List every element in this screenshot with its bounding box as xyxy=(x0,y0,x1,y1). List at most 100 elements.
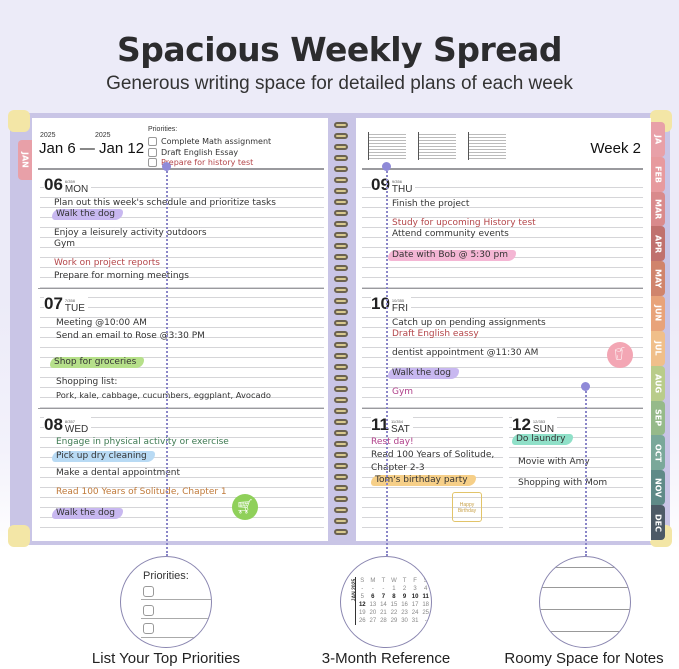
entry[interactable]: Draft English eassy xyxy=(392,329,479,339)
checkbox[interactable] xyxy=(148,148,157,157)
month-tab-mar[interactable]: MAR xyxy=(651,191,665,227)
weekday-label: M xyxy=(370,578,376,584)
mini-calendar-current xyxy=(418,132,456,160)
calendar-day: 4 xyxy=(424,586,428,592)
spiral-ring xyxy=(334,397,348,403)
calendar-day: 26 xyxy=(358,618,366,624)
entry[interactable]: Gym xyxy=(54,239,76,249)
entry[interactable]: Finish the project xyxy=(392,199,470,209)
calendar-day: - xyxy=(424,618,427,624)
spiral-ring xyxy=(334,133,348,139)
spiral-ring xyxy=(334,441,348,447)
month-tab-may[interactable]: MAY xyxy=(651,261,665,297)
month-tab-apr[interactable]: APR xyxy=(651,226,665,262)
connector-line xyxy=(386,168,388,556)
day-header-tue: 07 7/358 TUE xyxy=(44,294,88,314)
divider xyxy=(362,408,643,409)
priority-item[interactable]: Prepare for history test xyxy=(148,157,253,168)
entry-highlighted[interactable]: Date with Bob @ 5:30 pm xyxy=(388,250,516,261)
day-header-fri: 10 10/355 FRI xyxy=(371,294,412,314)
entry[interactable]: Read 100 Years of Solitude, xyxy=(371,450,495,460)
weekday-label: F xyxy=(413,578,417,584)
entry[interactable]: Engage in physical activity or exercise xyxy=(56,437,229,447)
priority-item[interactable]: Complete Math assignment xyxy=(148,136,271,147)
entry-highlighted[interactable]: Do laundry xyxy=(512,434,574,445)
checkbox[interactable] xyxy=(148,137,157,146)
month-tab-jan-left[interactable]: JAN xyxy=(18,140,32,180)
entry-highlighted[interactable]: Walk the dog xyxy=(52,508,123,519)
month-tab-ja[interactable]: JA xyxy=(651,122,665,157)
entry[interactable]: Make a dental appointment xyxy=(56,468,181,478)
month-tab-nov[interactable]: NOV xyxy=(651,470,665,506)
entry[interactable]: Pork, kale, cabbage, cucumbers, eggplant… xyxy=(56,390,271,400)
corner-protector xyxy=(8,110,30,132)
entry[interactable]: Rest day! xyxy=(371,437,414,447)
mini-calendar-prev xyxy=(368,132,406,160)
entry[interactable]: Attend community events xyxy=(392,229,509,239)
entry[interactable]: Send an email to Rose @3:30 PM xyxy=(56,331,205,341)
entry[interactable]: Study for upcoming History test xyxy=(392,218,536,228)
priority-item[interactable]: Draft English Essay xyxy=(148,147,238,158)
month-tab-feb[interactable]: FEB xyxy=(651,156,665,192)
entry[interactable]: Meeting @10:00 AM xyxy=(56,318,147,328)
spiral-ring xyxy=(334,210,348,216)
entry[interactable]: Read 100 Years of Solitude, Chapter 1 xyxy=(56,487,227,497)
rule xyxy=(540,631,630,632)
day-name: MON xyxy=(64,184,89,195)
subheadline: Generous writing space for detailed plan… xyxy=(106,73,573,94)
entry-highlighted[interactable]: Shop for groceries xyxy=(50,357,145,368)
spiral-ring xyxy=(334,265,348,271)
month-tab-sep[interactable]: SEP xyxy=(651,400,665,436)
day-header-mon: 06 6/359 MON xyxy=(44,175,92,195)
calendar-day: 18 xyxy=(422,602,430,608)
day-header-wed: 08 8/357 WED xyxy=(44,415,92,435)
calendar-day: 9 xyxy=(402,594,407,600)
entry-highlighted[interactable]: Walk the dog xyxy=(52,209,123,220)
month-tab-jul[interactable]: JUL xyxy=(651,330,665,366)
priority-text: Complete Math assignment xyxy=(161,137,272,146)
connector-line xyxy=(166,168,168,556)
entry[interactable]: Plan out this week's schedule and priori… xyxy=(54,198,276,208)
day-number: 08 xyxy=(44,415,63,434)
spiral-ring xyxy=(334,386,348,392)
entry[interactable]: Movie with Amy xyxy=(518,457,590,467)
entry[interactable]: Gym xyxy=(392,387,414,397)
entry-highlighted[interactable]: Walk the dog xyxy=(388,368,459,379)
inset-priorities-label: Priorities: xyxy=(143,570,189,582)
entry[interactable]: Enjoy a leisurely activity outdoors xyxy=(54,228,207,238)
calendar-day: 30 xyxy=(401,618,408,624)
rule xyxy=(540,609,630,610)
month-tab-oct[interactable]: OCT xyxy=(651,435,665,471)
day-number: 11 xyxy=(371,415,389,434)
priorities-label: Priorities: xyxy=(148,126,178,133)
spiral-ring xyxy=(334,166,348,172)
date-range: Jan 6 — Jan 12 xyxy=(39,140,145,157)
entry[interactable]: Catch up on pending assignments xyxy=(392,318,546,328)
weekday-label: T xyxy=(402,578,407,584)
day-header-sun: 12 12/353 SUN xyxy=(512,415,558,435)
spiral-ring xyxy=(334,353,348,359)
connector-dot xyxy=(581,382,590,391)
calendar-day: 2 xyxy=(402,586,407,592)
month-tab-aug[interactable]: AUG xyxy=(651,365,665,401)
spiral-ring xyxy=(334,364,348,370)
week-label: Week 2 xyxy=(590,140,641,157)
spiral-ring xyxy=(334,144,348,150)
entry[interactable]: Shopping with Mom xyxy=(518,478,608,488)
entry[interactable]: Work on project reports xyxy=(54,258,160,268)
corner-protector xyxy=(8,525,30,547)
spiral-ring xyxy=(334,232,348,238)
entry[interactable]: Prepare for morning meetings xyxy=(54,271,189,281)
month-tab-jun[interactable]: JUN xyxy=(651,296,665,331)
entry-highlighted[interactable]: Pick up dry cleaning xyxy=(52,451,155,462)
calendar-day: 7 xyxy=(381,594,386,600)
entry-highlighted[interactable]: Tom's birthday party xyxy=(371,475,476,486)
entry[interactable]: Chapter 2-3 xyxy=(371,463,425,473)
entry[interactable]: dentist appointment @11:30 AM xyxy=(392,348,539,358)
month-tab-dec[interactable]: DEC xyxy=(651,505,665,540)
day-name: THU xyxy=(391,184,413,195)
checkbox[interactable] xyxy=(148,158,157,167)
day-of-year: 6/359 xyxy=(64,179,75,184)
entry[interactable]: Shopping list: xyxy=(56,377,118,387)
rule xyxy=(141,618,211,619)
